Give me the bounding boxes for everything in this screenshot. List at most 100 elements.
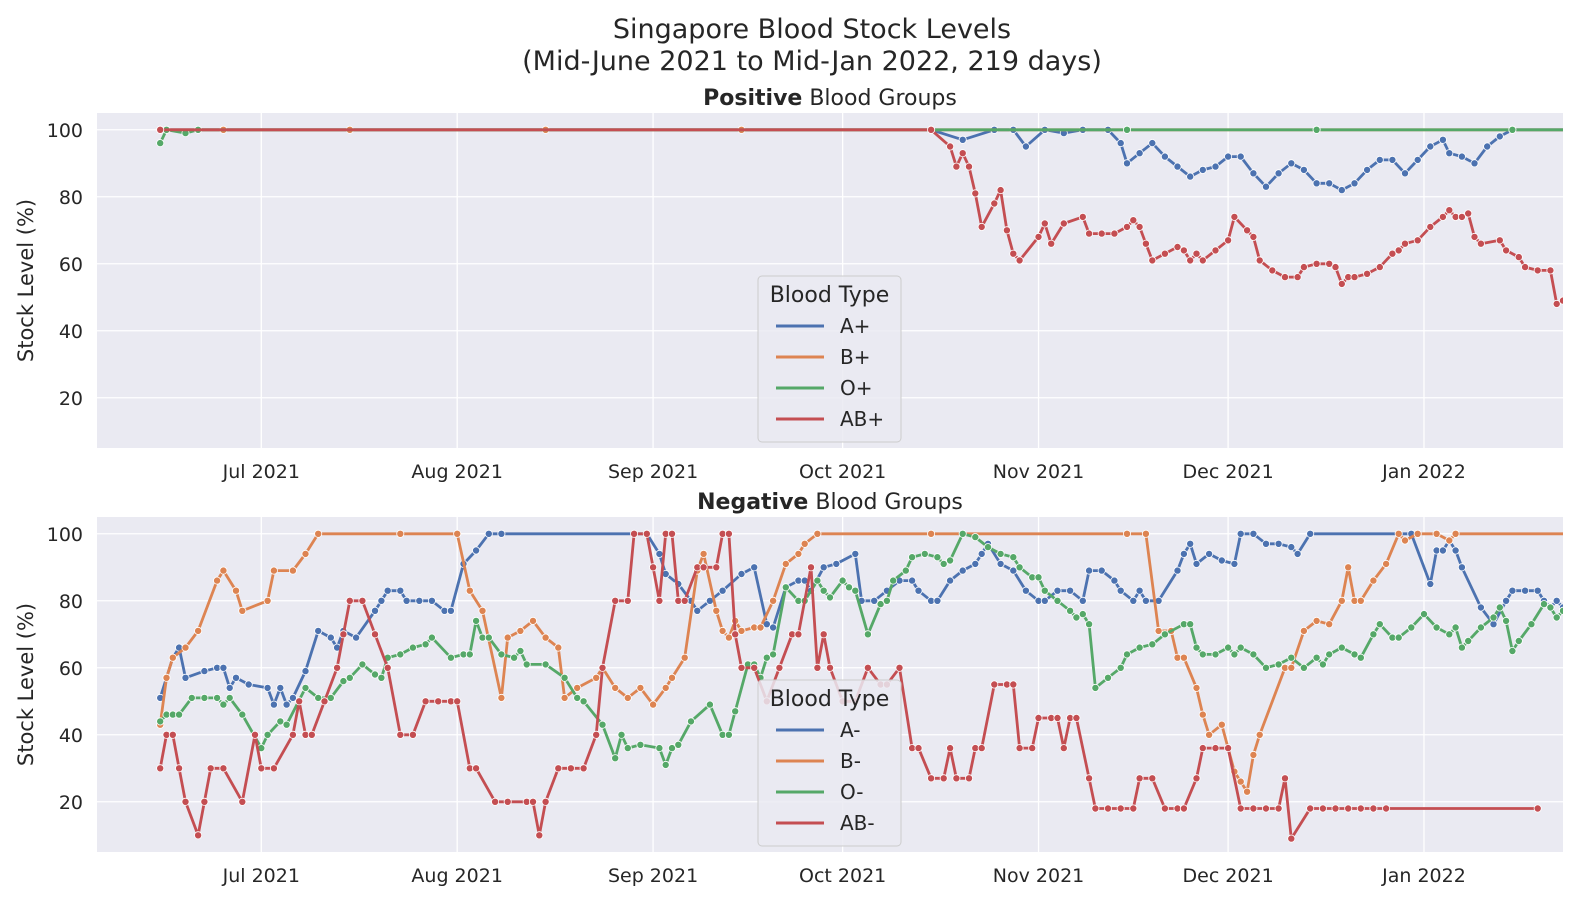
data-point bbox=[194, 626, 203, 635]
data-point bbox=[1312, 179, 1321, 188]
data-point bbox=[1337, 279, 1346, 288]
data-point bbox=[990, 199, 999, 208]
data-point bbox=[1078, 596, 1087, 605]
data-point bbox=[370, 670, 379, 679]
data-point bbox=[952, 774, 961, 783]
data-point bbox=[1040, 219, 1049, 228]
data-point bbox=[965, 774, 974, 783]
data-point bbox=[1464, 637, 1473, 646]
data-point bbox=[1040, 586, 1049, 595]
data-point bbox=[339, 677, 348, 686]
data-point bbox=[1476, 623, 1485, 632]
data-point bbox=[939, 774, 948, 783]
data-point bbox=[1508, 125, 1517, 134]
data-point bbox=[1104, 673, 1113, 682]
data-point bbox=[977, 222, 986, 231]
data-point bbox=[1179, 653, 1188, 662]
data-point bbox=[1230, 650, 1239, 659]
data-point bbox=[510, 653, 519, 662]
data-point bbox=[1585, 274, 1589, 281]
data-point bbox=[1262, 182, 1271, 191]
data-point bbox=[756, 623, 765, 632]
data-point bbox=[908, 576, 917, 585]
data-point bbox=[1236, 777, 1245, 786]
data-point bbox=[1230, 212, 1239, 221]
figure-title-line1: Singapore Blood Stock Levels bbox=[613, 14, 1011, 45]
data-point bbox=[1236, 804, 1245, 813]
data-point bbox=[377, 596, 386, 605]
data-point bbox=[1274, 804, 1283, 813]
data-point bbox=[851, 586, 860, 595]
data-point bbox=[535, 831, 544, 840]
data-point bbox=[1495, 132, 1504, 141]
data-point bbox=[1211, 650, 1220, 659]
data-point bbox=[1009, 249, 1018, 258]
data-point bbox=[1015, 744, 1024, 753]
data-point bbox=[339, 630, 348, 639]
data-point bbox=[1457, 152, 1466, 161]
data-point bbox=[320, 697, 329, 706]
data-point bbox=[566, 764, 575, 773]
panel-title-bold: Positive bbox=[703, 86, 802, 111]
data-point bbox=[1262, 663, 1271, 672]
data-point bbox=[1116, 663, 1125, 672]
data-point bbox=[1350, 650, 1359, 659]
data-point bbox=[1104, 804, 1113, 813]
data-point bbox=[1186, 620, 1195, 629]
x-tick-label: Sep 2021 bbox=[608, 461, 698, 483]
y-tick-label: 20 bbox=[59, 388, 83, 410]
data-point bbox=[1021, 586, 1030, 595]
data-point bbox=[554, 643, 563, 652]
data-point bbox=[1243, 787, 1252, 796]
data-point bbox=[1527, 620, 1536, 629]
data-point bbox=[529, 616, 538, 625]
data-point bbox=[269, 764, 278, 773]
data-point bbox=[314, 529, 323, 538]
data-point bbox=[1438, 135, 1447, 144]
legend-label: B+ bbox=[840, 345, 870, 369]
data-point bbox=[1078, 610, 1087, 619]
data-point bbox=[1533, 266, 1542, 275]
data-point bbox=[737, 570, 746, 579]
data-point bbox=[333, 663, 342, 672]
data-point bbox=[1148, 640, 1157, 649]
data-point bbox=[231, 586, 240, 595]
data-point bbox=[1186, 539, 1195, 548]
data-point bbox=[1394, 246, 1403, 255]
data-point bbox=[1287, 663, 1296, 672]
data-point bbox=[636, 683, 645, 692]
data-point bbox=[250, 730, 259, 739]
data-point bbox=[288, 730, 297, 739]
data-point bbox=[724, 730, 733, 739]
data-point bbox=[1299, 663, 1308, 672]
data-point bbox=[1356, 653, 1365, 662]
data-point bbox=[1508, 586, 1517, 595]
data-point bbox=[503, 633, 512, 642]
data-point bbox=[1211, 162, 1220, 171]
data-point bbox=[1369, 804, 1378, 813]
data-point bbox=[225, 693, 234, 702]
data-point bbox=[800, 539, 809, 548]
data-point bbox=[1160, 630, 1169, 639]
data-point bbox=[933, 553, 942, 562]
data-point bbox=[472, 616, 481, 625]
data-point bbox=[718, 586, 727, 595]
data-point bbox=[1085, 620, 1094, 629]
data-point bbox=[1394, 529, 1403, 538]
data-point bbox=[301, 683, 310, 692]
data-point bbox=[1243, 226, 1252, 235]
legend-label: AB- bbox=[840, 811, 875, 835]
data-point bbox=[1299, 165, 1308, 174]
data-point bbox=[623, 596, 632, 605]
data-point bbox=[472, 546, 481, 555]
data-point bbox=[529, 797, 538, 806]
data-point bbox=[1457, 643, 1466, 652]
data-point bbox=[958, 566, 967, 575]
data-point bbox=[402, 596, 411, 605]
data-point bbox=[927, 774, 936, 783]
data-point bbox=[1375, 620, 1384, 629]
data-point bbox=[1445, 536, 1454, 545]
data-point bbox=[1091, 804, 1100, 813]
data-point bbox=[1255, 730, 1264, 739]
data-point bbox=[1249, 804, 1258, 813]
